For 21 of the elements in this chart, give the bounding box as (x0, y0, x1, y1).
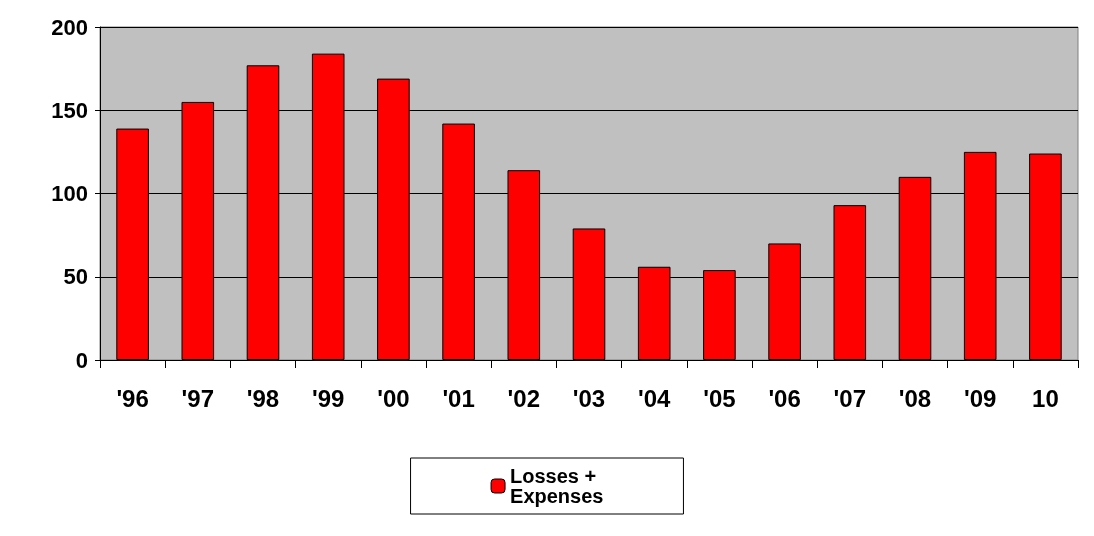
x-tick-label: '99 (312, 384, 345, 412)
x-tick-label: '97 (181, 384, 214, 412)
y-tick-label: 200 (51, 14, 88, 40)
y-tick-label: 100 (51, 181, 88, 206)
x-tick-label: 10 (1032, 384, 1059, 412)
x-tick-label: '00 (377, 384, 410, 412)
x-tick-label: '04 (638, 384, 672, 412)
x-tick-label: '03 (572, 384, 606, 412)
x-tick-label: '07 (833, 384, 866, 412)
x-tick-label: '01 (442, 384, 475, 412)
x-tick-label: '05 (703, 384, 736, 412)
x-tick-label: '98 (246, 384, 280, 412)
y-tick-label: 50 (63, 264, 88, 290)
y-tick-label: 0 (75, 347, 88, 373)
y-tick-label: 150 (51, 97, 88, 123)
legend-label: Losses + Expenses (510, 465, 604, 507)
x-tick-label: '09 (964, 384, 997, 412)
x-tick-label: '08 (898, 384, 932, 412)
x-tick-label: '02 (507, 384, 540, 412)
x-tick-label: '96 (116, 384, 149, 412)
x-tick-label: '06 (768, 384, 801, 412)
